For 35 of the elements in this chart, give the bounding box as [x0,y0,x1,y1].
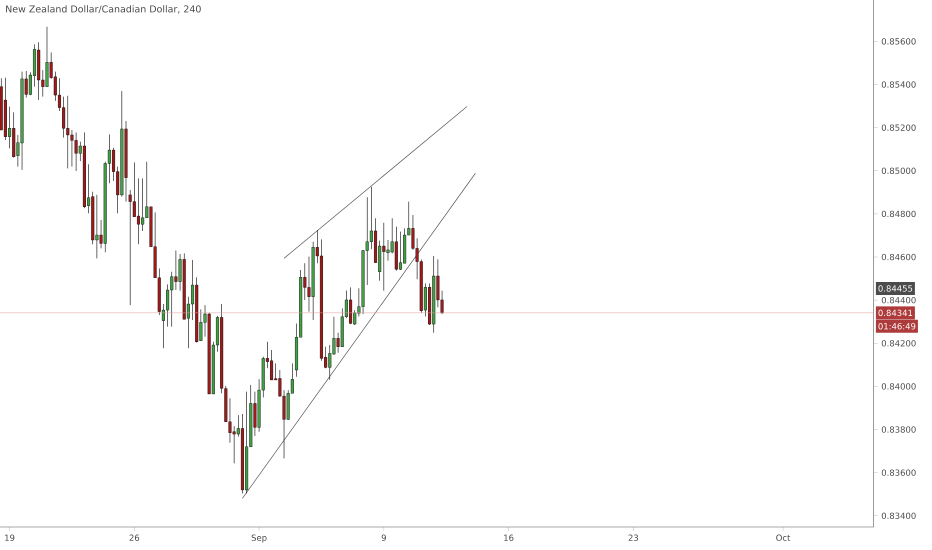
y-tick-label: 0.83600 [882,469,916,476]
x-tick-label: 19 [5,534,14,541]
x-tick-label: 23 [628,534,638,541]
candlestick [386,240,390,261]
x-tick-label: 16 [504,534,514,541]
x-tick-label: 26 [130,534,140,541]
candlestick [232,426,236,464]
x-tick-label: Sep [252,534,267,543]
y-tick-label: 0.84800 [882,210,916,218]
chart-title: New Zealand Dollar/Canadian Dollar, 240 [6,5,201,14]
candlestick [174,250,178,290]
text: 0.84455 [878,285,912,292]
candlestick [128,190,132,306]
candlestick [62,96,66,138]
y-tick-label: 0.85400 [882,81,916,88]
y-tick-label: 0.84400 [882,296,916,304]
text: 01:46:49 [878,323,916,330]
candlestick [95,194,98,259]
y-tick-label: 0.84600 [882,254,916,260]
candlestick [74,132,78,172]
ref-line-label: 0.84341 [878,310,912,316]
y-tick-label: 0.84200 [882,340,916,346]
y-tick-label: 0.83800 [882,426,916,433]
candlestick [66,95,70,169]
x-tick-label: Oct [776,534,790,541]
candlestick [170,271,174,327]
candlestick [136,178,140,245]
x-tick-label: 9 [382,534,386,541]
candlestick [141,178,144,232]
y-tick-label: 0.83400 [882,512,916,519]
y-tick-label: 0.85600 [882,38,916,45]
y-tick-label: 0.85200 [882,124,916,131]
y-tick-label: 0.85000 [882,168,916,174]
candlestick [382,222,386,291]
y-tick-label: 0.84000 [882,383,916,390]
